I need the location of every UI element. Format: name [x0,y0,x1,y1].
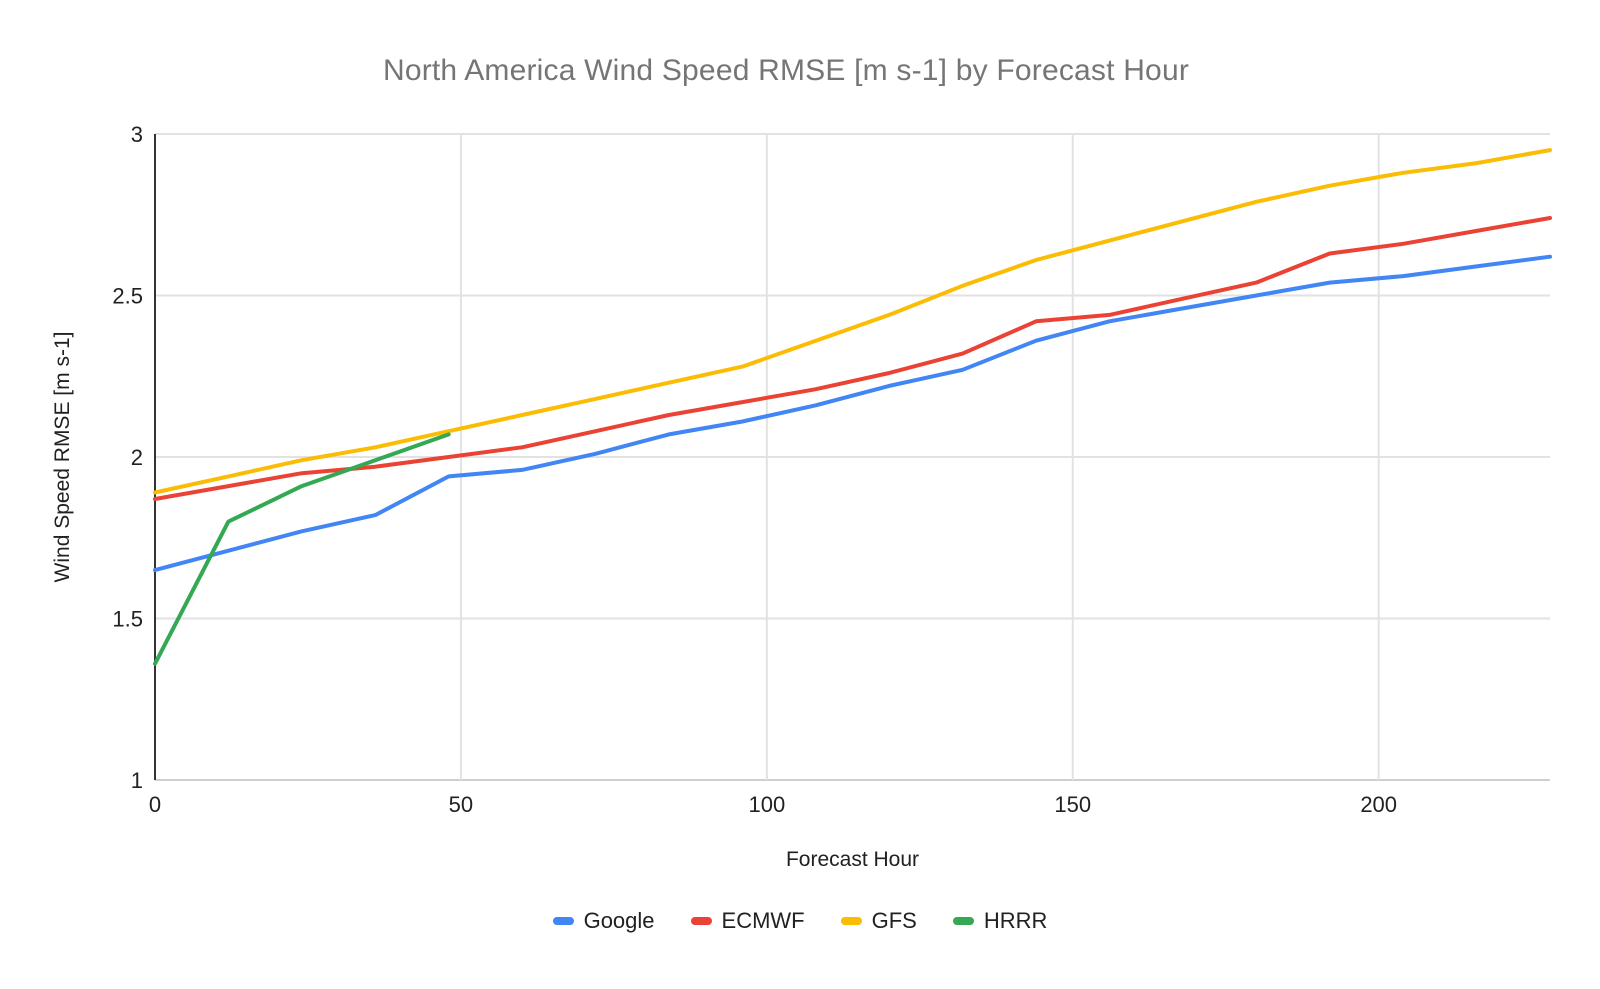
y-tick-label: 2 [131,445,143,470]
legend-item-hrrr[interactable]: HRRR [952,908,1048,934]
y-tick-label: 2.5 [112,284,143,309]
legend: Google ECMWF GFS HRRR [0,908,1600,934]
series-line-gfs [153,148,1552,495]
chart-title: North America Wind Speed RMSE [m s-1] by… [382,54,1190,87]
y-axis-title: Wind Speed RMSE [m s-1] [51,331,74,583]
x-tick-label: 0 [149,792,161,817]
series-line-hrrr [153,432,451,666]
x-tick-label: 50 [449,792,473,817]
x-tick-label: 200 [1360,792,1397,817]
x-axis-title: Forecast Hour [785,848,920,871]
legend-label: Google [583,908,655,933]
series-line-google [153,254,1552,573]
y-tick-label: 1.5 [112,607,143,632]
legend-swatch-hrrr [952,917,974,925]
legend-label: HRRR [983,908,1048,933]
y-tick-label: 1 [131,768,143,793]
legend-item-ecmwf[interactable]: ECMWF [690,908,805,934]
legend-swatch-google [552,917,574,925]
legend-swatch-ecmwf [690,917,712,925]
legend-label: ECMWF [721,908,805,933]
y-tick-label: 3 [131,122,143,147]
x-tick-label: 150 [1054,792,1091,817]
series-line-ecmwf [153,216,1552,501]
legend-item-google[interactable]: Google [552,908,655,934]
legend-swatch-gfs [840,917,862,925]
legend-label: GFS [871,908,917,933]
x-tick-label: 100 [748,792,785,817]
legend-item-gfs[interactable]: GFS [840,908,917,934]
